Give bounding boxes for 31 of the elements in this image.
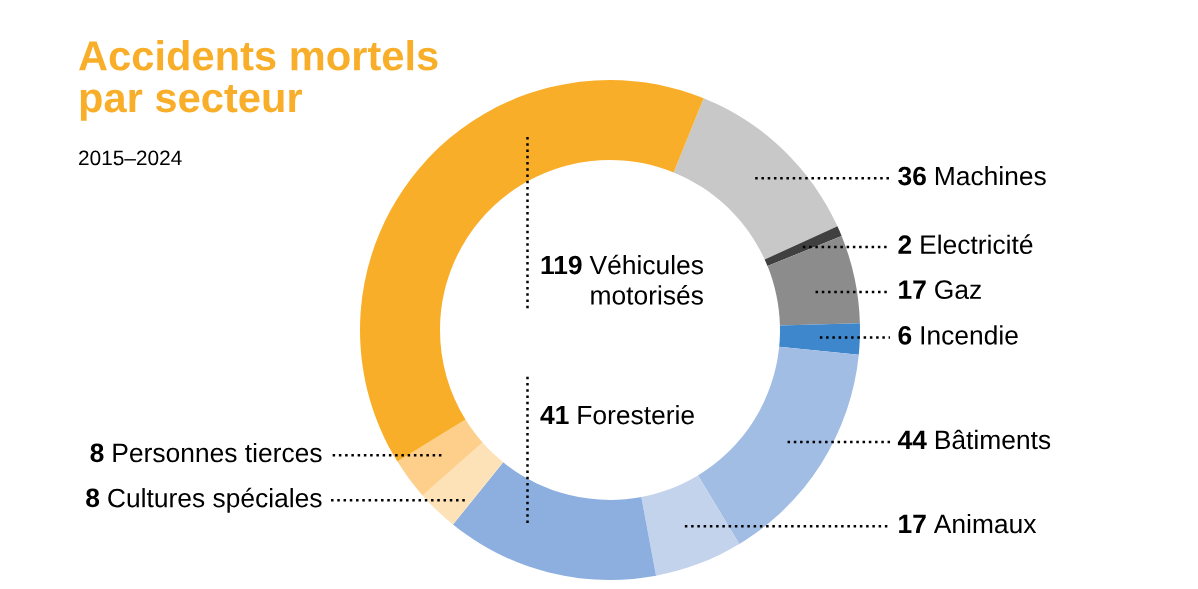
donut-slice <box>764 226 842 267</box>
data-label: 8 <box>90 443 104 463</box>
slice-label: Personnes tierces <box>113 442 322 463</box>
data-label: 6 <box>898 325 912 345</box>
donut-slice <box>641 475 740 576</box>
text: 2015–2024 <box>79 150 182 166</box>
donut-slice <box>779 323 860 355</box>
slice-label: Bâtiments <box>935 429 1051 450</box>
slice-label: Electricité <box>921 234 1033 255</box>
data-label: 2 <box>898 235 912 254</box>
data-label: 41 <box>540 405 569 425</box>
donut-slice <box>697 346 859 544</box>
data-label: 119 <box>541 255 582 275</box>
data-label: 17 <box>899 280 926 299</box>
donut-slice <box>452 462 657 580</box>
slice-label: Véhicules motorisés <box>589 254 703 305</box>
data-label: 8 <box>86 488 100 508</box>
slice-label: Gaz <box>935 280 981 300</box>
slice-label: Machines <box>935 165 1046 186</box>
donut-slice <box>397 419 483 496</box>
donut-slice <box>767 235 860 326</box>
slice-label: Animaux <box>933 513 1037 534</box>
slice-label: Cultures spéciales <box>108 487 322 513</box>
slice-label: Foresterie <box>578 405 694 425</box>
slice-label: Incendie <box>921 325 1018 345</box>
data-label: 17 <box>899 514 926 534</box>
data-label: 44 <box>897 430 927 449</box>
chart-title: Accidents mortels par secteur <box>79 40 438 121</box>
data-label: 36 <box>898 166 926 186</box>
donut-slice <box>360 80 704 462</box>
donut-slice <box>422 442 504 525</box>
